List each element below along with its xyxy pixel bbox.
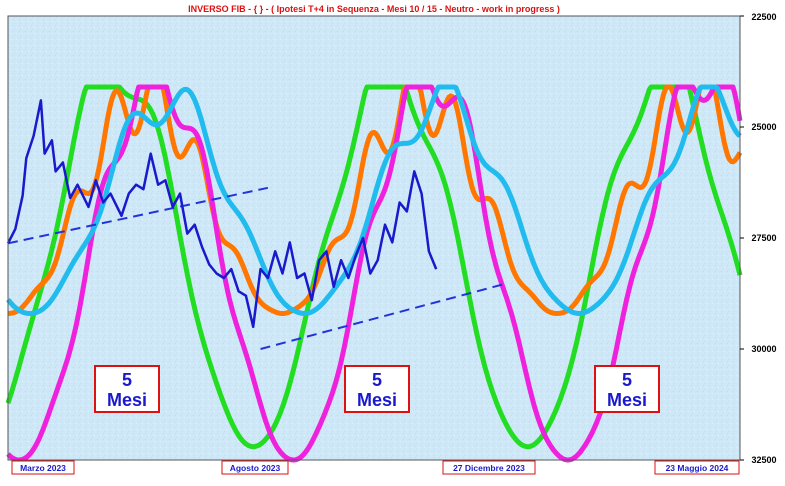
chart-title: INVERSO FIB - { } - ( Ipotesi T+4 in Seq… xyxy=(188,4,560,14)
annotation-number: 5 xyxy=(622,370,632,390)
annotation-box xyxy=(344,365,410,413)
annotation-box xyxy=(594,365,660,413)
annotation-number: 5 xyxy=(372,370,382,390)
annotation-unit: Mesi xyxy=(607,390,647,410)
x-tick-label: Agosto 2023 xyxy=(230,463,281,473)
x-label-box xyxy=(221,460,289,475)
annotation-number: 5 xyxy=(122,370,132,390)
annotation-unit: Mesi xyxy=(107,390,147,410)
cycle-line-4 xyxy=(6,84,742,316)
y-tick-label: 25000 xyxy=(751,122,776,132)
x-label-box xyxy=(442,460,536,475)
cycle-line-1 xyxy=(5,84,743,450)
x-label-box xyxy=(654,460,740,475)
x-tick-label: 23 Maggio 2024 xyxy=(666,463,729,473)
x-tick-label: Marzo 2023 xyxy=(20,463,66,473)
y-axis: 22500 25000 27500 30000 32500 xyxy=(740,12,777,465)
trendline-1 xyxy=(7,186,269,245)
x-axis: Marzo 2023 Agosto 2023 27 Dicembre 2023 23 … xyxy=(11,460,740,475)
plot-area xyxy=(5,84,743,463)
x-label-box xyxy=(11,460,75,475)
y-tick-label: 32500 xyxy=(751,455,776,465)
x-tick-label: 27 Dicembre 2023 xyxy=(453,463,525,473)
trendline-2 xyxy=(260,283,503,350)
y-tick-label: 27500 xyxy=(751,233,776,243)
y-tick-label: 22500 xyxy=(751,12,776,22)
y-tick-label: 30000 xyxy=(751,344,776,354)
annotation-unit: Mesi xyxy=(357,390,397,410)
cycle-line-3 xyxy=(6,84,743,463)
annotation-box xyxy=(94,365,160,413)
price-series-line xyxy=(6,99,438,329)
